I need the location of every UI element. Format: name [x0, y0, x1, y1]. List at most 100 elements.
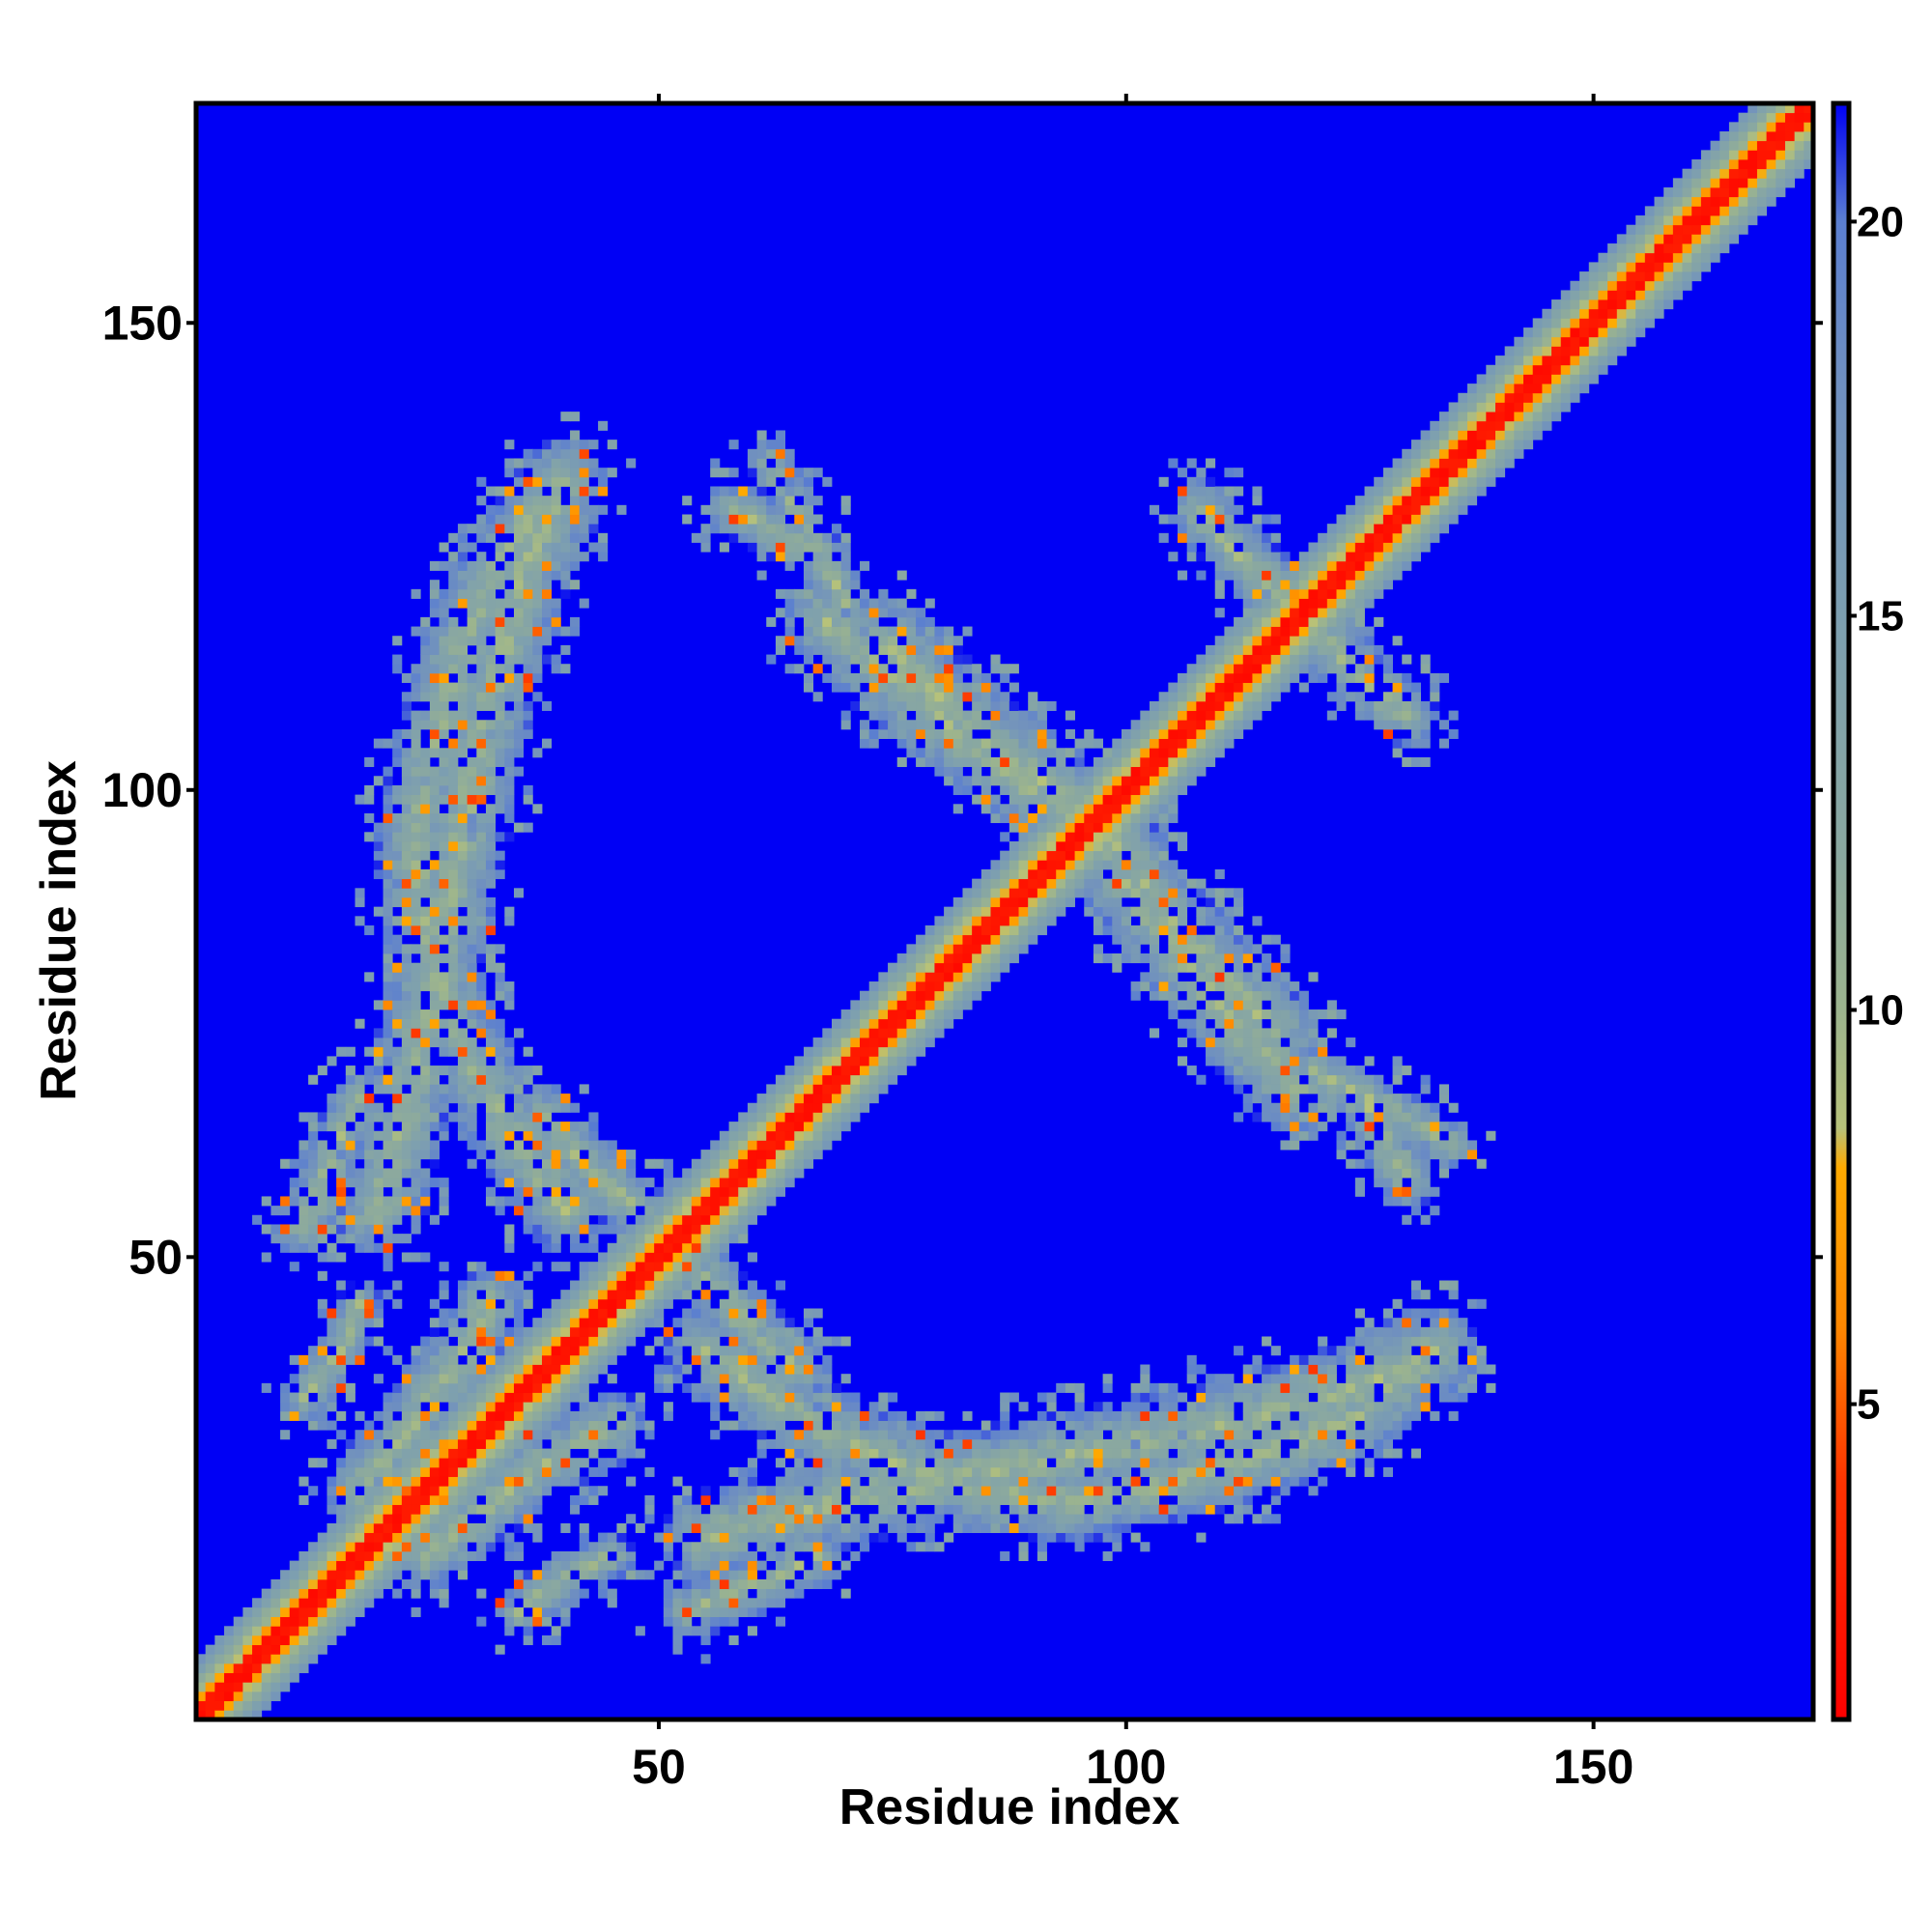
heatmap-cell: [355, 1094, 365, 1104]
heatmap-cell: [607, 1438, 617, 1449]
heatmap-cell: [1000, 962, 1010, 973]
heatmap-cell: [747, 1336, 757, 1347]
heatmap-cell: [513, 1458, 525, 1468]
heatmap-cell: [532, 1578, 543, 1590]
heatmap-cell: [495, 1122, 505, 1132]
heatmap-cell: [448, 1318, 459, 1328]
heatmap-cell: [467, 794, 477, 805]
heatmap-cell: [756, 524, 767, 534]
heatmap-cell: [962, 756, 973, 768]
heatmap-cell: [308, 1634, 319, 1646]
heatmap-cell: [317, 1598, 327, 1608]
heatmap-cell: [345, 1354, 355, 1365]
heatmap-cell: [840, 1532, 851, 1543]
heatmap-cell: [952, 654, 963, 665]
heatmap-cell: [1140, 925, 1151, 936]
heatmap-cell: [411, 944, 421, 954]
heatmap-cell: [252, 1682, 263, 1692]
heatmap-cell: [1009, 822, 1019, 833]
heatmap-cell: [1000, 916, 1010, 926]
heatmap-cell: [626, 1402, 637, 1412]
heatmap-cell: [756, 1578, 767, 1590]
heatmap-cell: [401, 944, 412, 954]
heatmap-cell: [1112, 1542, 1122, 1552]
heatmap-cell: [607, 1542, 617, 1552]
heatmap-cell: [831, 1486, 842, 1496]
heatmap-cell: [924, 1028, 935, 1038]
heatmap-cell: [495, 1346, 505, 1356]
heatmap-cell: [598, 1588, 609, 1599]
heatmap-cell: [952, 644, 963, 655]
heatmap-cell: [551, 1326, 561, 1337]
heatmap-cell: [784, 524, 795, 534]
heatmap-cell: [523, 1150, 533, 1160]
heatmap-cell: [1065, 1486, 1075, 1496]
heatmap-cell: [840, 1112, 851, 1122]
heatmap-cell: [1158, 1504, 1169, 1515]
heatmap-cell: [1149, 990, 1160, 1001]
heatmap-cell: [1102, 860, 1113, 870]
heatmap-cell: [682, 1542, 693, 1552]
heatmap-cell: [1130, 1514, 1141, 1524]
heatmap-cell: [822, 1065, 833, 1076]
heatmap-cell: [1037, 1494, 1047, 1505]
heatmap-cell: [383, 794, 393, 805]
heatmap-cell: [513, 1150, 525, 1160]
heatmap-cell: [476, 1504, 487, 1515]
heatmap-cell: [840, 1065, 851, 1076]
heatmap-cell: [392, 738, 403, 749]
heatmap-cell: [289, 1158, 299, 1169]
heatmap-cell: [355, 1542, 365, 1552]
heatmap-cell: [411, 1018, 421, 1029]
heatmap-cell: [551, 1550, 561, 1561]
heatmap-cell: [439, 1102, 449, 1113]
heatmap-cell: [429, 1364, 440, 1375]
heatmap-cell: [896, 1458, 907, 1468]
heatmap-cell: [756, 552, 767, 562]
heatmap-cell: [457, 1009, 469, 1020]
heatmap-cell: [934, 672, 945, 683]
heatmap-cell: [635, 1262, 645, 1272]
heatmap-cell: [1158, 953, 1169, 964]
heatmap-cell: [298, 1616, 309, 1627]
heatmap-cell: [523, 1046, 533, 1057]
heatmap-cell: [523, 1430, 533, 1440]
heatmap-cell: [429, 560, 440, 571]
heatmap-cell: [888, 981, 898, 992]
heatmap-cell: [794, 1112, 805, 1122]
heatmap-cell: [803, 1074, 814, 1085]
heatmap-cell: [598, 1280, 609, 1291]
heatmap-cell: [682, 1336, 693, 1347]
heatmap-cell: [336, 1178, 347, 1188]
heatmap-cell: [242, 1606, 253, 1618]
heatmap-cell: [868, 1402, 879, 1412]
heatmap-cell: [1130, 804, 1141, 814]
heatmap-cell: [1084, 738, 1094, 749]
heatmap-cell: [784, 504, 795, 515]
heatmap-cell: [570, 458, 581, 469]
heatmap-cell: [289, 1578, 299, 1590]
heatmap-cell: [850, 1065, 861, 1076]
heatmap-cell: [868, 1084, 879, 1094]
heatmap-cell: [504, 1448, 515, 1459]
heatmap-cell: [635, 1420, 645, 1431]
heatmap-cell: [952, 962, 963, 973]
heatmap-cell: [392, 1056, 403, 1066]
heatmap-cell: [401, 1542, 412, 1552]
heatmap-cell: [551, 560, 561, 571]
heatmap-cell: [1037, 1430, 1047, 1440]
heatmap-cell: [719, 1308, 729, 1319]
heatmap-cell: [1037, 748, 1047, 758]
heatmap-cell: [598, 1196, 609, 1207]
heatmap-cell: [317, 1298, 327, 1309]
heatmap-cell: [373, 1290, 384, 1300]
heatmap-cell: [1074, 766, 1085, 777]
heatmap-cell: [504, 784, 515, 796]
heatmap-cell: [373, 868, 384, 880]
heatmap-cell: [439, 784, 449, 796]
heatmap-cell: [794, 468, 805, 478]
heatmap-cell: [1130, 981, 1141, 992]
heatmap-cell: [280, 1410, 291, 1421]
heatmap-cell: [401, 1466, 412, 1477]
heatmap-cell: [579, 1486, 589, 1496]
